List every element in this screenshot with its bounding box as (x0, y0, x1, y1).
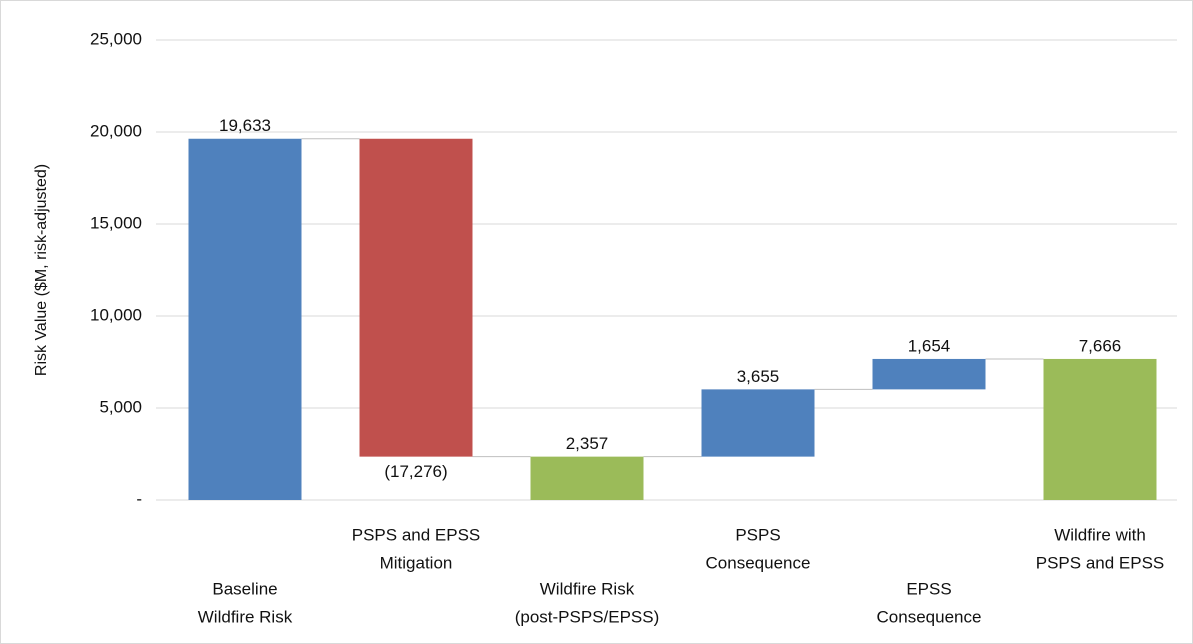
x-tick-label: (post-PSPS/EPSS) (515, 607, 660, 626)
bar (701, 389, 815, 457)
x-tick-label: EPSS (906, 579, 951, 598)
bar (530, 456, 644, 500)
value-label: 2,357 (566, 434, 609, 453)
x-tick-label: Baseline (212, 579, 277, 598)
bar (1043, 358, 1157, 500)
bar (188, 138, 302, 500)
value-label: 1,654 (908, 336, 951, 355)
y-tick-label: 5,000 (99, 397, 142, 416)
x-tick-label: PSPS and EPSS (1036, 553, 1165, 572)
x-tick-label: Wildfire Risk (540, 579, 635, 598)
y-axis-label: Risk Value ($M, risk-adjusted) (33, 164, 50, 376)
x-tick-label: Consequence (877, 607, 982, 626)
x-tick-label: Wildfire with (1054, 525, 1146, 544)
value-label: (17,276) (384, 462, 447, 481)
bar (359, 138, 473, 457)
y-tick-label: - (136, 489, 142, 508)
y-tick-label: 20,000 (90, 121, 142, 140)
value-label: 19,633 (219, 116, 271, 135)
x-tick-label: Consequence (706, 553, 811, 572)
value-label: 3,655 (737, 367, 780, 386)
y-tick-label: 25,000 (90, 29, 142, 48)
y-tick-label: 15,000 (90, 213, 142, 232)
y-tick-label: 10,000 (90, 305, 142, 324)
x-tick-label: Wildfire Risk (198, 607, 293, 626)
bar (872, 358, 986, 390)
x-tick-label: Mitigation (380, 553, 453, 572)
value-label: 7,666 (1079, 336, 1122, 355)
x-tick-label: PSPS (735, 525, 780, 544)
x-tick-label: PSPS and EPSS (352, 525, 481, 544)
